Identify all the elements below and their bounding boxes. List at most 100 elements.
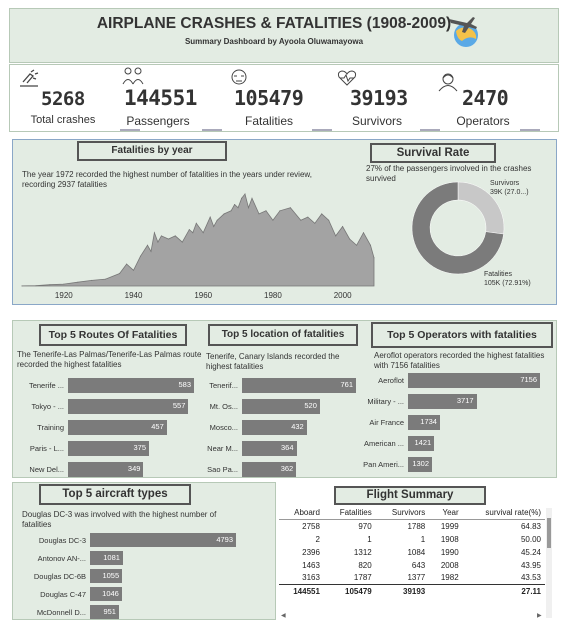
bar[interactable]: 1734 — [408, 415, 440, 430]
data-point — [105, 278, 107, 280]
column-header[interactable]: Survivors — [375, 506, 430, 520]
data-point — [279, 210, 281, 212]
table-scrollbar[interactable] — [546, 508, 552, 618]
bar[interactable]: 375 — [68, 441, 150, 456]
flight-summary-table-container[interactable]: Aboard Fatalities Survivors Year survival ra… — [279, 506, 552, 622]
table-row[interactable]: 2758 970 1788 1999 64.83 — [279, 520, 545, 533]
column-header[interactable]: Year — [429, 506, 463, 520]
bar[interactable]: 951 — [90, 605, 119, 619]
bar-row[interactable]: Douglas DC-6B 1055 — [14, 569, 240, 584]
bar-row[interactable]: McDonnell D... 951 — [14, 605, 240, 620]
data-point — [126, 263, 128, 265]
data-point — [195, 222, 197, 224]
table-cell: 64.83 — [520, 521, 541, 531]
table-cell: 1084 — [407, 547, 426, 557]
bar-row[interactable]: Antonov AN-... 1081 — [14, 551, 240, 566]
column-header[interactable]: Aboard — [279, 506, 324, 520]
kpi-value: 144551 — [124, 86, 197, 110]
kpi-panel — [9, 64, 559, 132]
column-header[interactable]: survival rate(%) — [462, 506, 545, 520]
table-cell: 1377 — [407, 573, 426, 583]
bar[interactable]: 557 — [68, 399, 189, 414]
bar[interactable]: 1421 — [408, 436, 435, 451]
bar[interactable]: 583 — [68, 378, 194, 393]
bar-row[interactable]: Air France 1734 — [358, 415, 544, 430]
x-tick-label: 1920 — [55, 291, 73, 300]
table-cell: 970 — [358, 521, 372, 531]
table-row[interactable]: 2 1 1 1908 50.00 — [279, 533, 545, 546]
bar-category-label: Mosco... — [209, 423, 238, 432]
kpi-label: Passengers — [126, 114, 190, 128]
bar[interactable]: 362 — [242, 462, 297, 477]
bar-row[interactable]: Mt. Os... 520 — [204, 399, 358, 414]
donut-slice-fatalities[interactable] — [411, 181, 504, 275]
bar-row[interactable]: American ... 1421 — [358, 436, 544, 451]
bar[interactable]: 761 — [242, 378, 356, 393]
table-cell: 43.95 — [520, 560, 541, 570]
bar-category-label: Training — [37, 423, 64, 432]
fatalities-by-year-chart[interactable]: 1920 1940 1960 1980 2000 — [18, 190, 380, 302]
bar[interactable]: 432 — [242, 420, 307, 435]
bar-category-label: McDonnell D... — [36, 608, 86, 617]
data-point — [223, 213, 225, 215]
survival-note: 27% of the passengers involved in the cr… — [366, 164, 532, 183]
table-header-row: Aboard Fatalities Survivors Year survival ra… — [279, 506, 545, 520]
table-row[interactable]: 2396 1312 1084 1990 45.24 — [279, 546, 545, 559]
scroll-right-arrow[interactable]: ▶ — [537, 613, 542, 619]
bar-row[interactable]: Douglas DC-3 4793 — [14, 533, 240, 548]
operators-title: Top 5 Operators with fatalities — [371, 322, 553, 348]
fatalities-value: 105K (72.91%) — [484, 280, 531, 287]
bar-row[interactable]: Training 457 — [14, 420, 200, 435]
data-point — [342, 226, 344, 227]
table-cell: 1463 — [302, 560, 320, 570]
bar-row[interactable]: Tenerife ... 583 — [14, 378, 200, 393]
data-point — [157, 241, 159, 243]
bar-row[interactable]: Aeroflot 7156 — [358, 373, 544, 388]
bar[interactable]: 364 — [242, 441, 297, 456]
table-row[interactable]: 3163 1787 1377 1982 43.53 — [279, 572, 545, 585]
bar[interactable]: 349 — [68, 462, 144, 477]
bar-row[interactable]: Paris - L... 375 — [14, 441, 200, 456]
bar-row[interactable]: Pan Ameri... 1302 — [358, 457, 544, 472]
data-point — [35, 285, 37, 287]
total-cell: 27.11 — [462, 584, 545, 598]
survivors-legend: Survivors 39K (27.0...) — [490, 179, 550, 197]
bar-value-label: 761 — [340, 380, 353, 389]
bar[interactable]: 1046 — [90, 587, 122, 601]
bar-row[interactable]: Mosco... 432 — [204, 420, 358, 435]
table-cell: 1 — [367, 534, 372, 544]
bar[interactable]: 1302 — [408, 457, 433, 472]
bar[interactable]: 457 — [68, 420, 167, 435]
bar[interactable]: 520 — [242, 399, 320, 414]
bar-row[interactable]: Douglas C-47 1046 — [14, 587, 240, 602]
scroll-thumb[interactable] — [547, 518, 551, 548]
bar-row[interactable]: Tokyo - ... 557 — [14, 399, 200, 414]
kpi-value: 39193 — [350, 86, 408, 110]
bar[interactable]: 3717 — [408, 394, 477, 409]
survival-donut-chart[interactable] — [410, 180, 506, 276]
table-row[interactable]: 1463 820 643 2008 43.95 — [279, 559, 545, 572]
fatalities-area[interactable] — [21, 193, 375, 287]
bar-value-label: 1421 — [414, 438, 432, 447]
total-cell — [429, 584, 463, 598]
bar-row[interactable]: New Del... 349 — [14, 462, 200, 477]
bar-row[interactable]: Tenerif... 761 — [204, 378, 358, 393]
bar[interactable]: 1055 — [90, 569, 123, 583]
table-cell: 3163 — [302, 573, 320, 583]
data-point — [328, 219, 330, 221]
data-point — [370, 244, 371, 246]
bar[interactable]: 1081 — [90, 551, 123, 565]
survivors-icon — [337, 70, 357, 86]
bar[interactable]: 7156 — [408, 373, 540, 388]
data-point — [119, 273, 121, 274]
bar-row[interactable]: Military - ... 3717 — [358, 394, 544, 409]
bar-value-label: 375 — [133, 443, 147, 452]
bar[interactable]: 4793 — [90, 533, 236, 547]
scroll-left-arrow[interactable]: ◀ — [281, 613, 286, 619]
bar-row[interactable]: Sao Pa... 362 — [204, 462, 358, 477]
data-point — [356, 244, 358, 246]
data-point — [140, 255, 141, 257]
airplane-globe-icon — [449, 17, 478, 47]
column-header[interactable]: Fatalities — [323, 506, 376, 520]
bar-row[interactable]: Near M... 364 — [204, 441, 358, 456]
